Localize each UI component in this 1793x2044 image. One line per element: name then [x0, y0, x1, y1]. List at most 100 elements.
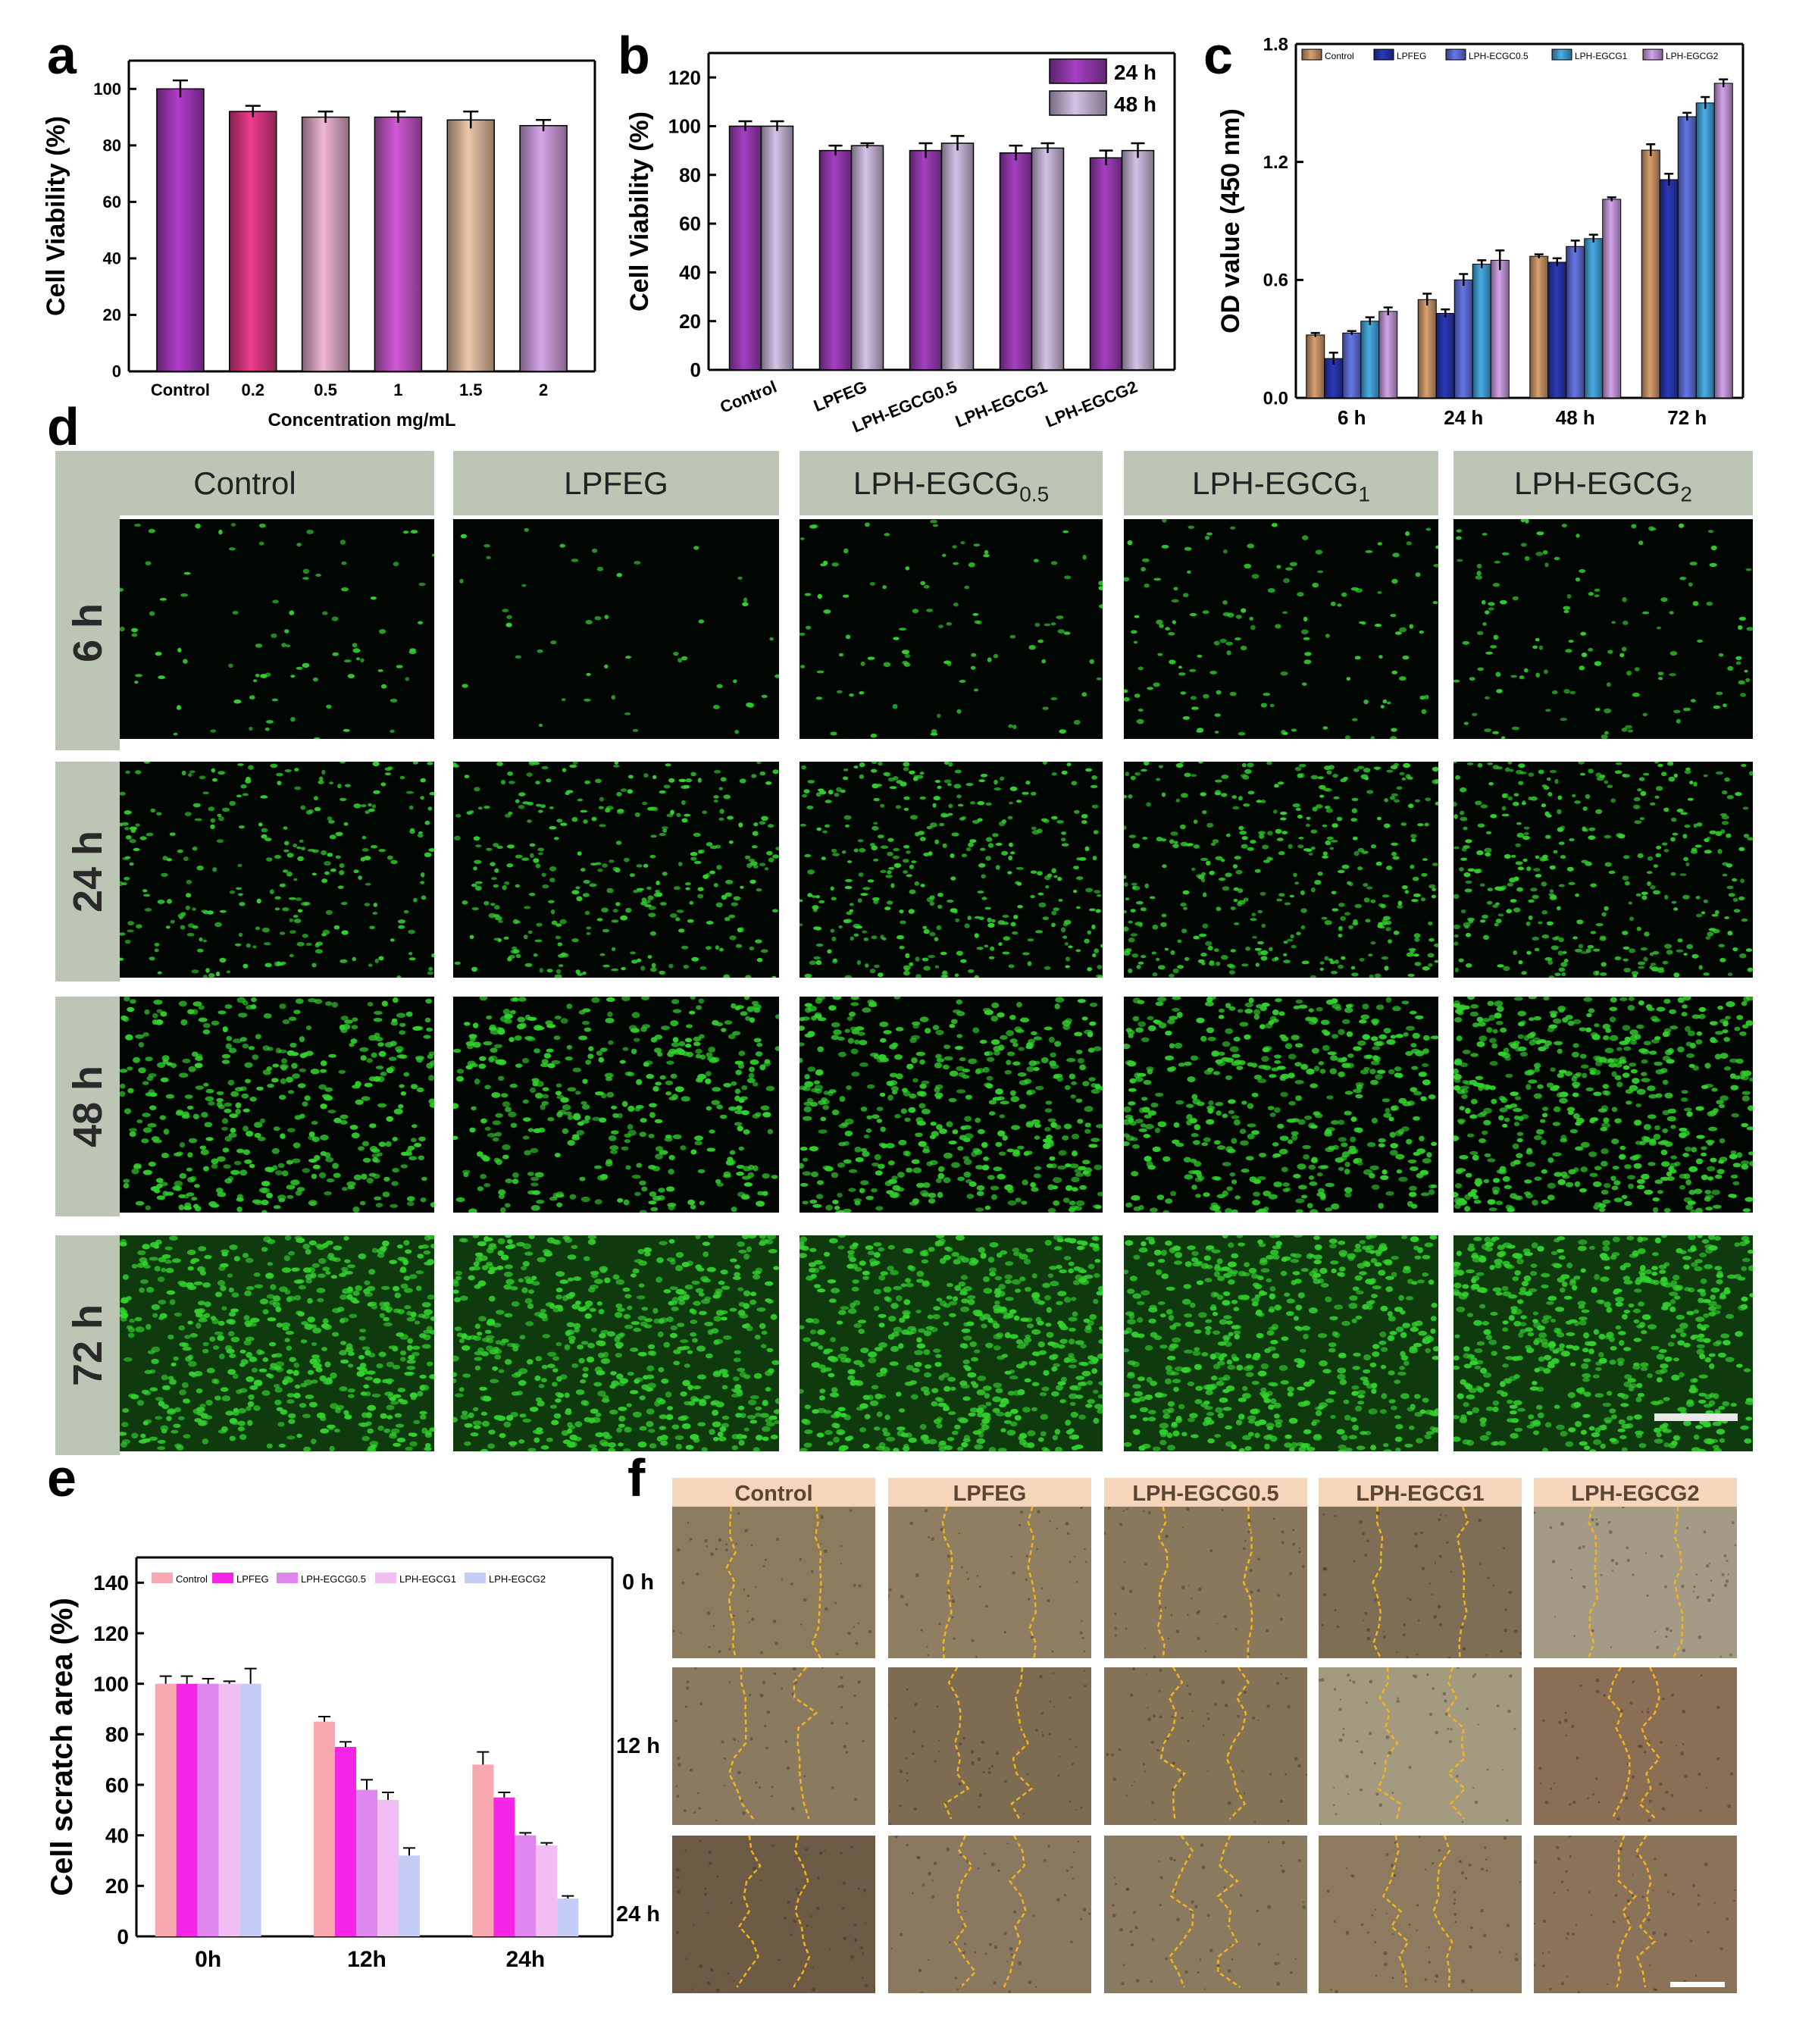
cell: [1453, 1085, 1461, 1091]
cell: [222, 807, 230, 812]
cell: [591, 816, 597, 822]
cell: [410, 828, 415, 831]
cell: [261, 1210, 268, 1213]
cell: [498, 919, 503, 923]
cell: [1276, 898, 1283, 902]
cell: [1371, 1184, 1380, 1190]
cell: [1495, 1200, 1503, 1206]
cell: [1726, 885, 1734, 890]
cell: [1492, 1028, 1498, 1034]
cell: [1407, 973, 1415, 977]
cell: [903, 859, 909, 863]
cell: [339, 870, 345, 875]
cell: [1389, 1132, 1396, 1138]
cell: [1432, 887, 1437, 891]
cell: [201, 909, 208, 913]
cell: [290, 717, 296, 722]
cell: [424, 852, 432, 857]
cell: [564, 1111, 572, 1116]
cell: [314, 806, 321, 812]
cell: [964, 923, 970, 928]
cell: [1228, 1110, 1234, 1114]
cell: [370, 596, 377, 600]
cell: [753, 1081, 759, 1087]
cell: [411, 1351, 420, 1357]
cell: [217, 1191, 227, 1197]
cell: [1038, 902, 1047, 908]
cell: [353, 869, 359, 874]
cell: [273, 1126, 280, 1132]
cell: [263, 1013, 272, 1019]
cell: [727, 1157, 734, 1162]
cell: [1413, 1116, 1420, 1121]
cell: [473, 866, 477, 871]
cell: [614, 762, 619, 765]
cell: [887, 900, 893, 905]
cell: [799, 824, 806, 827]
cell: [1124, 910, 1127, 914]
row-label-0: 6 h: [55, 515, 120, 750]
cell: [994, 787, 1002, 790]
cell: [827, 949, 832, 954]
cell: [1253, 1179, 1262, 1185]
cell: [1691, 1014, 1701, 1019]
cell: [748, 1072, 755, 1079]
cell: [1547, 792, 1553, 797]
cell: [935, 1029, 944, 1035]
cell: [764, 867, 769, 871]
cell: [238, 1013, 248, 1018]
cell: [189, 1175, 197, 1182]
cell: [1654, 1061, 1663, 1066]
cell: [950, 853, 955, 859]
cell: [804, 1081, 814, 1088]
cell: [1225, 1003, 1231, 1009]
cell: [1713, 705, 1720, 709]
cell: [381, 1000, 388, 1007]
cell: [1594, 594, 1600, 598]
cell: [983, 554, 990, 558]
cell: [1310, 1209, 1319, 1213]
cell: [728, 1034, 736, 1040]
cell: [1576, 534, 1580, 538]
cell: [1709, 562, 1717, 568]
cell: [974, 620, 981, 624]
cell: [737, 1063, 745, 1069]
cell: [1343, 776, 1348, 781]
bar-4-1: [1490, 259, 1510, 399]
cell: [1259, 1153, 1266, 1158]
cell: [986, 837, 993, 842]
cell: [943, 1177, 951, 1184]
cell: [1058, 899, 1063, 902]
cell: [620, 788, 627, 792]
cell: [326, 1178, 335, 1183]
cell: [1601, 1148, 1609, 1154]
cell: [1695, 1158, 1704, 1165]
cell: [862, 1150, 870, 1157]
cell: [290, 675, 296, 678]
cell: [1336, 1057, 1344, 1063]
x-tick-label: 2: [539, 380, 548, 399]
cell: [1260, 703, 1267, 708]
cell: [1193, 935, 1200, 940]
cell: [1518, 781, 1524, 785]
cell: [1385, 1107, 1391, 1113]
cell: [261, 1181, 271, 1187]
cell: [1124, 696, 1130, 702]
cell: [1022, 1179, 1028, 1185]
cell: [621, 1146, 629, 1150]
cell: [145, 1205, 151, 1210]
cell: [459, 578, 464, 584]
cell: [1222, 612, 1231, 617]
cell: [135, 674, 142, 678]
cell: [734, 1088, 741, 1094]
cell: [1611, 1071, 1617, 1077]
cell: [1344, 912, 1351, 916]
cell: [1044, 1127, 1051, 1132]
cell: [1550, 945, 1559, 950]
cell: [1042, 706, 1049, 710]
cell: [599, 824, 606, 828]
cell: [1310, 1016, 1316, 1022]
cell: [636, 1163, 643, 1168]
cell: [408, 929, 415, 934]
cell: [214, 922, 222, 928]
